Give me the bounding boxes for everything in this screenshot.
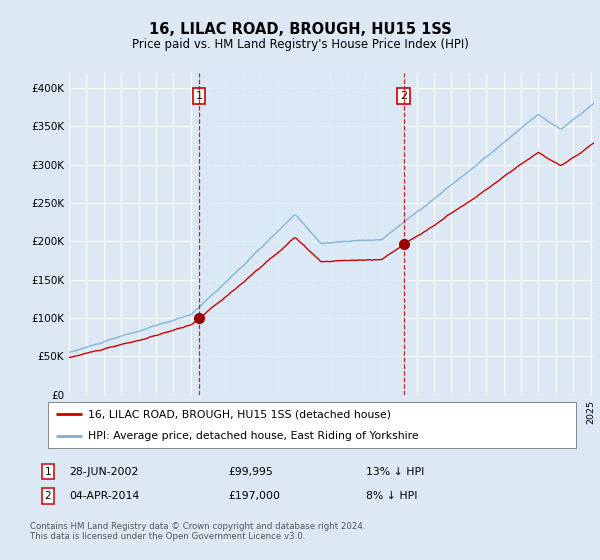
Text: Price paid vs. HM Land Registry's House Price Index (HPI): Price paid vs. HM Land Registry's House … (131, 38, 469, 51)
Text: £197,000: £197,000 (228, 491, 280, 501)
Text: 1: 1 (196, 91, 203, 101)
Text: 13% ↓ HPI: 13% ↓ HPI (366, 466, 424, 477)
Text: Contains HM Land Registry data © Crown copyright and database right 2024.
This d: Contains HM Land Registry data © Crown c… (30, 522, 365, 542)
Text: 2: 2 (400, 91, 407, 101)
Text: 1: 1 (44, 466, 52, 477)
Text: HPI: Average price, detached house, East Riding of Yorkshire: HPI: Average price, detached house, East… (88, 431, 418, 441)
Text: £99,995: £99,995 (228, 466, 273, 477)
Text: 28-JUN-2002: 28-JUN-2002 (69, 466, 139, 477)
Text: 2: 2 (44, 491, 52, 501)
Bar (199, 73, 404, 395)
Text: 16, LILAC ROAD, BROUGH, HU15 1SS (detached house): 16, LILAC ROAD, BROUGH, HU15 1SS (detach… (88, 409, 391, 419)
Text: 04-APR-2014: 04-APR-2014 (69, 491, 139, 501)
Text: 8% ↓ HPI: 8% ↓ HPI (366, 491, 418, 501)
Text: 16, LILAC ROAD, BROUGH, HU15 1SS: 16, LILAC ROAD, BROUGH, HU15 1SS (149, 22, 451, 38)
